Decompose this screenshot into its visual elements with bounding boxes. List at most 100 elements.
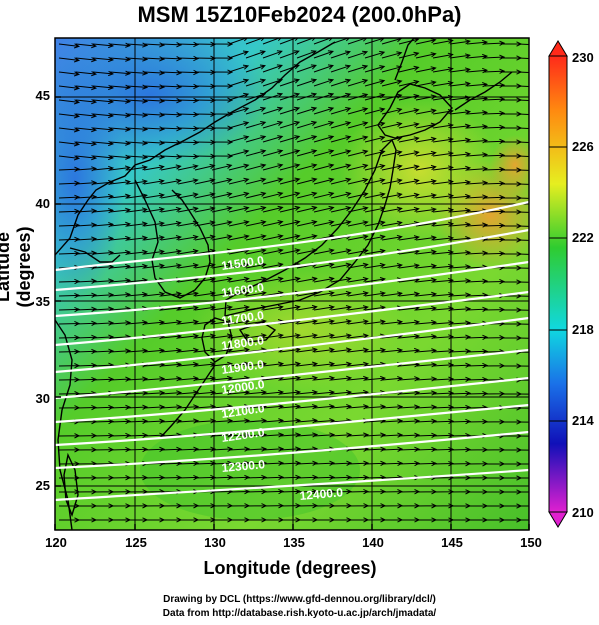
wind-arrow xyxy=(126,503,149,509)
wind-arrow xyxy=(126,249,149,255)
wind-arrow xyxy=(109,517,132,523)
wind-arrow xyxy=(177,460,200,467)
wind-arrow xyxy=(466,166,489,172)
wind-arrow xyxy=(483,278,506,285)
contour-label-11700: 11700.0 xyxy=(220,308,265,328)
wind-arrow xyxy=(415,390,438,396)
colorbar-top-arrow xyxy=(548,40,568,57)
wind-arrow xyxy=(313,50,334,59)
wind-arrow xyxy=(381,319,404,325)
wind-arrow xyxy=(160,192,182,199)
wind-arrow xyxy=(177,347,200,354)
wind-arrow xyxy=(92,84,115,91)
wind-arrow xyxy=(432,460,455,467)
wind-arrow xyxy=(501,391,523,397)
wind-arrow xyxy=(483,110,506,116)
wind-arrow xyxy=(449,390,472,397)
contour-labels: 11500.0 11600.0 11700.0 11800.0 11900.0 … xyxy=(220,253,343,503)
wind-arrow xyxy=(245,149,267,157)
wind-arrow xyxy=(211,248,233,255)
wind-arrow xyxy=(517,239,529,241)
wind-arrow xyxy=(279,503,302,509)
wind-arrow xyxy=(228,319,250,325)
wind-arrow xyxy=(92,126,115,133)
wind-arrow xyxy=(211,97,234,103)
wind-arrow xyxy=(501,237,523,243)
wind-arrow xyxy=(58,180,81,186)
wind-arrow xyxy=(381,248,403,255)
wind-arrow xyxy=(228,333,250,339)
wind-arrow xyxy=(398,305,421,311)
wind-arrow xyxy=(483,96,506,102)
wind-arrow xyxy=(432,418,455,425)
wind-arrow xyxy=(279,177,301,185)
wind-arrow xyxy=(517,183,529,185)
wind-arrow xyxy=(517,169,529,171)
wind-arrow xyxy=(160,432,183,438)
wind-arrow xyxy=(466,53,489,60)
wind-arrow xyxy=(466,67,489,74)
wind-arrow xyxy=(517,281,529,283)
wind-arrow xyxy=(160,517,183,523)
wind-arrow xyxy=(126,154,149,160)
wind-arrow xyxy=(245,205,267,213)
wind-vectors xyxy=(58,38,529,523)
wind-arrow xyxy=(58,419,81,425)
wind-arrow xyxy=(262,64,283,73)
wind-arrow xyxy=(194,153,217,159)
wind-arrow xyxy=(364,333,387,339)
wind-arrow xyxy=(517,365,529,367)
wind-arrow xyxy=(364,375,387,382)
wind-arrow xyxy=(330,177,352,185)
wind-arrow xyxy=(296,149,318,157)
wind-arrow xyxy=(211,446,234,452)
wind-arrow xyxy=(262,333,284,339)
wind-arrow xyxy=(194,220,216,227)
wind-arrow xyxy=(296,205,318,213)
wind-arrow xyxy=(228,50,249,59)
wind-arrow xyxy=(296,234,318,241)
wind-arrow xyxy=(432,207,455,213)
wind-arrow xyxy=(415,517,438,523)
wind-arrow xyxy=(58,57,81,63)
wind-arrow xyxy=(432,362,455,368)
wind-arrow xyxy=(211,163,233,171)
wind-arrow xyxy=(347,192,369,199)
wind-arrow xyxy=(449,418,472,425)
wind-arrow xyxy=(296,347,318,353)
wind-arrow xyxy=(466,320,489,326)
wind-arrow xyxy=(279,319,301,325)
wind-arrow xyxy=(364,517,387,523)
wind-arrow xyxy=(211,333,233,339)
colorbar-tick-218: 218 xyxy=(572,322,594,337)
wind-arrow xyxy=(330,149,352,157)
wind-arrow xyxy=(143,305,166,312)
wind-arrow xyxy=(517,71,529,73)
wind-arrow xyxy=(262,488,285,495)
wind-arrow xyxy=(501,405,523,411)
wind-arrow xyxy=(483,433,506,439)
wind-arrow xyxy=(58,349,81,355)
wind-arrow xyxy=(501,321,523,327)
wind-arrow xyxy=(415,334,438,340)
wind-arrow xyxy=(381,206,403,213)
wind-arrow xyxy=(449,151,472,157)
wind-arrow xyxy=(109,292,132,298)
wind-arrow xyxy=(330,389,353,396)
wind-arrow xyxy=(143,249,165,255)
wind-arrow xyxy=(211,361,234,367)
wind-arrow xyxy=(177,55,200,62)
wind-arrow xyxy=(483,40,506,46)
y-tick-45: 45 xyxy=(35,88,50,103)
wind-arrow xyxy=(76,517,98,523)
x-tick-150: 150 xyxy=(520,535,542,550)
wind-arrow xyxy=(483,264,506,271)
wind-arrow xyxy=(194,319,216,325)
wind-arrow xyxy=(262,205,284,213)
contour-label-12200: 12200.0 xyxy=(220,425,265,445)
wind-arrow xyxy=(313,361,336,367)
wind-arrow xyxy=(432,376,455,382)
wind-arrow xyxy=(109,278,132,284)
wind-arrow xyxy=(211,111,234,117)
credit-data: Data from http://database.rish.kyoto-u.a… xyxy=(162,608,437,619)
